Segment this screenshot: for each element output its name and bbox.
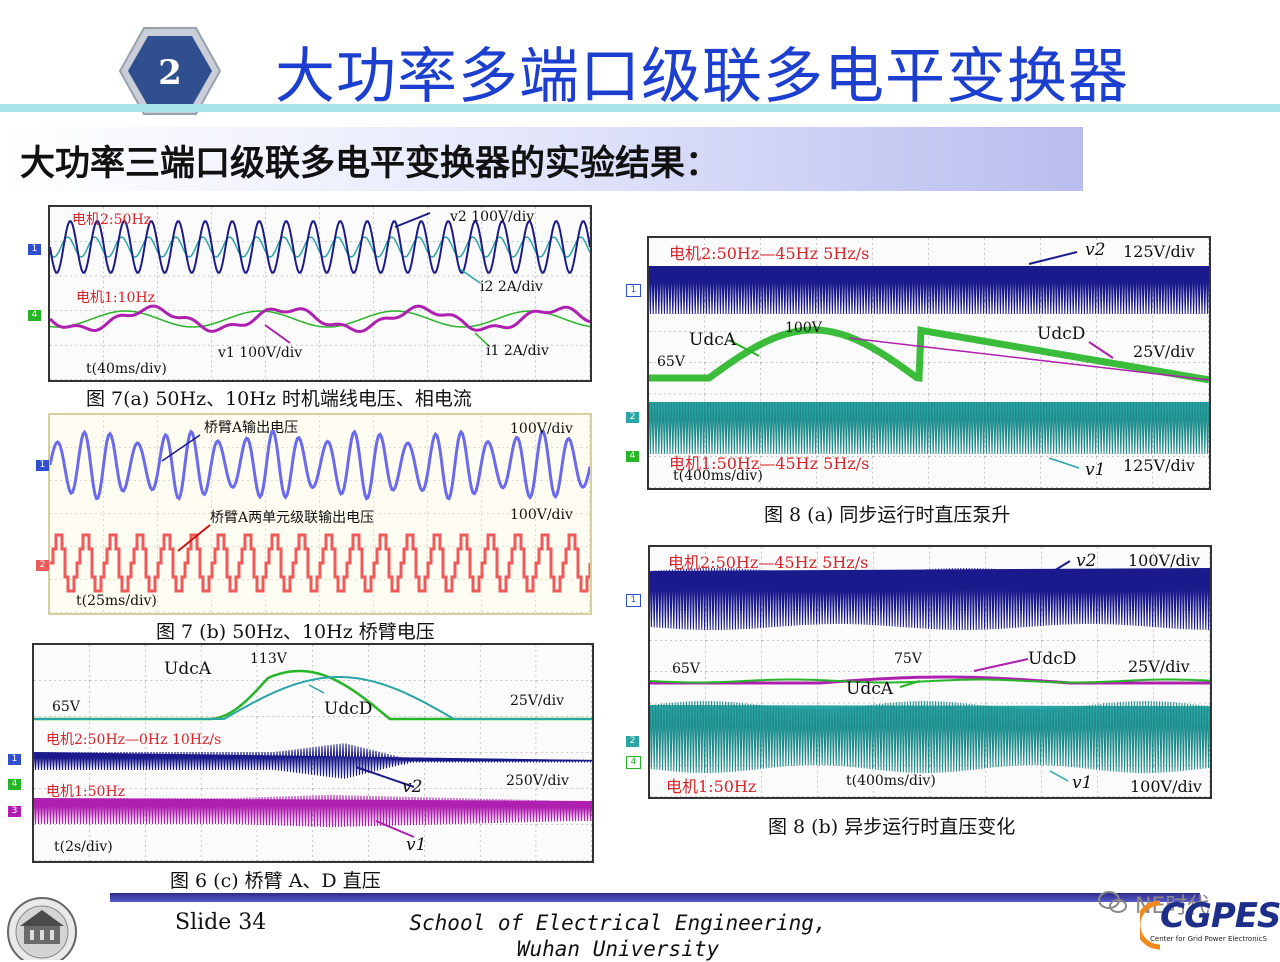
scope-fig8b-plot	[650, 547, 1210, 797]
fig6c-time-label: t(2s/div)	[54, 839, 113, 855]
cgpes-logo-text: CGPES	[1160, 896, 1280, 936]
fig8b-udcd-label: UdcD	[1028, 649, 1077, 669]
scope-fig7a-plot	[50, 207, 590, 380]
badge-number: 2	[158, 53, 182, 93]
fig8a-65v-label: 65V	[657, 354, 685, 370]
cgpes-logo-icon	[1140, 900, 1161, 950]
school-name: School of Electrical Engineering, Wuhan …	[409, 911, 827, 961]
fig6c-udcd-label: UdcD	[324, 699, 373, 719]
fig7a-v1-label: v1 100V/div	[218, 345, 303, 361]
fig7a-i1-label: i1 2A/div	[486, 343, 549, 359]
wechat-icon	[1098, 891, 1127, 913]
fig8a-caption: 图 8 (a) 同步运行时直压泵升	[764, 504, 1011, 526]
fig7a-motor2-label: 电机2:50Hz	[72, 212, 152, 228]
page-title: 大功率多端口级联多电平变换器	[275, 42, 1129, 112]
fig8b-caption: 图 8 (b) 异步运行时直压变化	[768, 816, 1016, 838]
channel-2e-marker: 2	[626, 736, 639, 747]
cgpes-logo-subtitle: Center for Grid Power ElectronicS	[1150, 935, 1267, 943]
fig8a-v2-label: v2	[1085, 240, 1106, 260]
fig7b-caption: 图 7 (b) 50Hz、10Hz 桥臂电压	[156, 621, 435, 643]
fig6c-v1-label: v1	[406, 835, 427, 855]
scope-fig7b-plot	[50, 415, 590, 613]
subtitle-band	[5, 127, 1083, 191]
fig7a-v2-label: v2 100V/div	[450, 209, 535, 225]
fig8b-motor1-label: 电机1:50Hz	[666, 777, 757, 796]
fig6c-v2-label: v2	[402, 777, 423, 797]
channel-3c-marker: 3	[8, 806, 21, 817]
fig7b-time-label: t(25ms/div)	[76, 593, 157, 609]
fig8a-25v-label: 25V/div	[1133, 342, 1195, 361]
scope-fig8a: 电机2:50Hz—45Hz 5Hz/s v2 125V/div UdcA 100…	[647, 236, 1211, 490]
channel-1c-marker: 1	[8, 754, 21, 765]
scope-fig7b: 桥臂A输出电压 100V/div 桥臂A两单元级联输出电压 100V/div t…	[48, 413, 592, 615]
fig6c-65v-label: 65V	[52, 699, 80, 715]
fig8a-125b-label: 125V/div	[1123, 456, 1195, 475]
fig7a-time-label: t(40ms/div)	[86, 361, 167, 377]
fig7a-motor1-label: 电机1:10Hz	[76, 290, 156, 306]
fig8b-v2-label: v2	[1076, 551, 1097, 571]
fig8a-motor1-label: 电机1:50Hz—45Hz 5Hz/s	[669, 454, 870, 473]
channel-4c-marker: 4	[8, 779, 21, 790]
fig8a-v1-label: v1	[1085, 460, 1106, 480]
channel-4d-marker: 4	[626, 451, 639, 462]
fig6c-250v-label: 250V/div	[506, 773, 569, 789]
footer-rule	[110, 893, 1200, 902]
scope-fig7a: 电机2:50Hz v2 100V/div i2 2A/div 电机1:10Hz …	[48, 205, 592, 382]
fig8a-time-label: t(400ms/div)	[673, 468, 763, 484]
fig8b-udca-label: UdcA	[846, 679, 894, 699]
channel-1e-marker: 1	[626, 594, 641, 607]
fig8b-time-label: t(400ms/div)	[846, 773, 936, 789]
channel-1b-marker: 1	[36, 460, 49, 471]
fig8a-udca-label: UdcA	[689, 330, 737, 350]
fig8a-100v-label: 100V	[785, 320, 822, 336]
fig8b-100b-label: 100V/div	[1130, 777, 1202, 796]
fig8b-100a-label: 100V/div	[1128, 551, 1200, 570]
fig8b-25v-label: 25V/div	[1128, 657, 1190, 676]
scope-fig6c: UdcA 113V 65V UdcD 25V/div 电机2:50Hz—0Hz …	[32, 643, 594, 863]
fig8b-v1-label: v1	[1072, 773, 1093, 793]
fig7b-scale2: 100V/div	[510, 507, 573, 523]
fig6c-udca-label: UdcA	[164, 659, 212, 679]
fig8b-motor2-label: 电机2:50Hz—45Hz 5Hz/s	[668, 553, 869, 572]
university-emblem-icon	[7, 897, 77, 960]
channel-1-marker: 1	[28, 244, 41, 255]
section-number-badge: 2	[118, 27, 222, 115]
fig7b-scale1: 100V/div	[510, 421, 573, 437]
scope-fig8b: 电机2:50Hz—45Hz 5Hz/s v2 100V/div 65V 75V …	[648, 545, 1212, 799]
fig6c-25v-label: 25V/div	[510, 693, 564, 709]
fig7b-label2: 桥臂A两单元级联输出电压	[210, 510, 375, 526]
fig8b-65v-label: 65V	[672, 661, 700, 677]
fig8a-motor2-label: 电机2:50Hz—45Hz 5Hz/s	[669, 244, 870, 263]
fig6c-caption: 图 6 (c) 桥臂 A、D 直压	[170, 870, 381, 892]
fig8a-125a-label: 125V/div	[1123, 242, 1195, 261]
fig6c-motor1-label: 电机1:50Hz	[46, 784, 126, 800]
channel-2b-marker: 2	[36, 560, 49, 571]
fig6c-113v-label: 113V	[250, 651, 287, 667]
scope-fig6c-plot	[34, 645, 592, 861]
fig8b-75v-label: 75V	[894, 651, 922, 667]
channel-2d-marker: 2	[626, 412, 639, 423]
slide-number: Slide 34	[175, 910, 267, 935]
fig8a-udcd-label: UdcD	[1037, 324, 1086, 344]
fig7b-label1: 桥臂A输出电压	[204, 420, 299, 436]
scope-fig8a-plot	[649, 238, 1209, 488]
title-rule	[0, 104, 1280, 112]
fig7a-i2-label: i2 2A/div	[480, 279, 543, 295]
fig6c-motor2-label: 电机2:50Hz—0Hz 10Hz/s	[46, 732, 222, 748]
subtitle: 大功率三端口级联多电平变换器的实验结果：	[20, 144, 721, 184]
channel-1d-marker: 1	[626, 284, 641, 297]
channel-4-marker: 4	[28, 310, 41, 321]
fig7a-caption: 图 7(a) 50Hz、10Hz 时机端线电压、相电流	[86, 388, 472, 410]
channel-4e-marker: 4	[626, 756, 641, 769]
